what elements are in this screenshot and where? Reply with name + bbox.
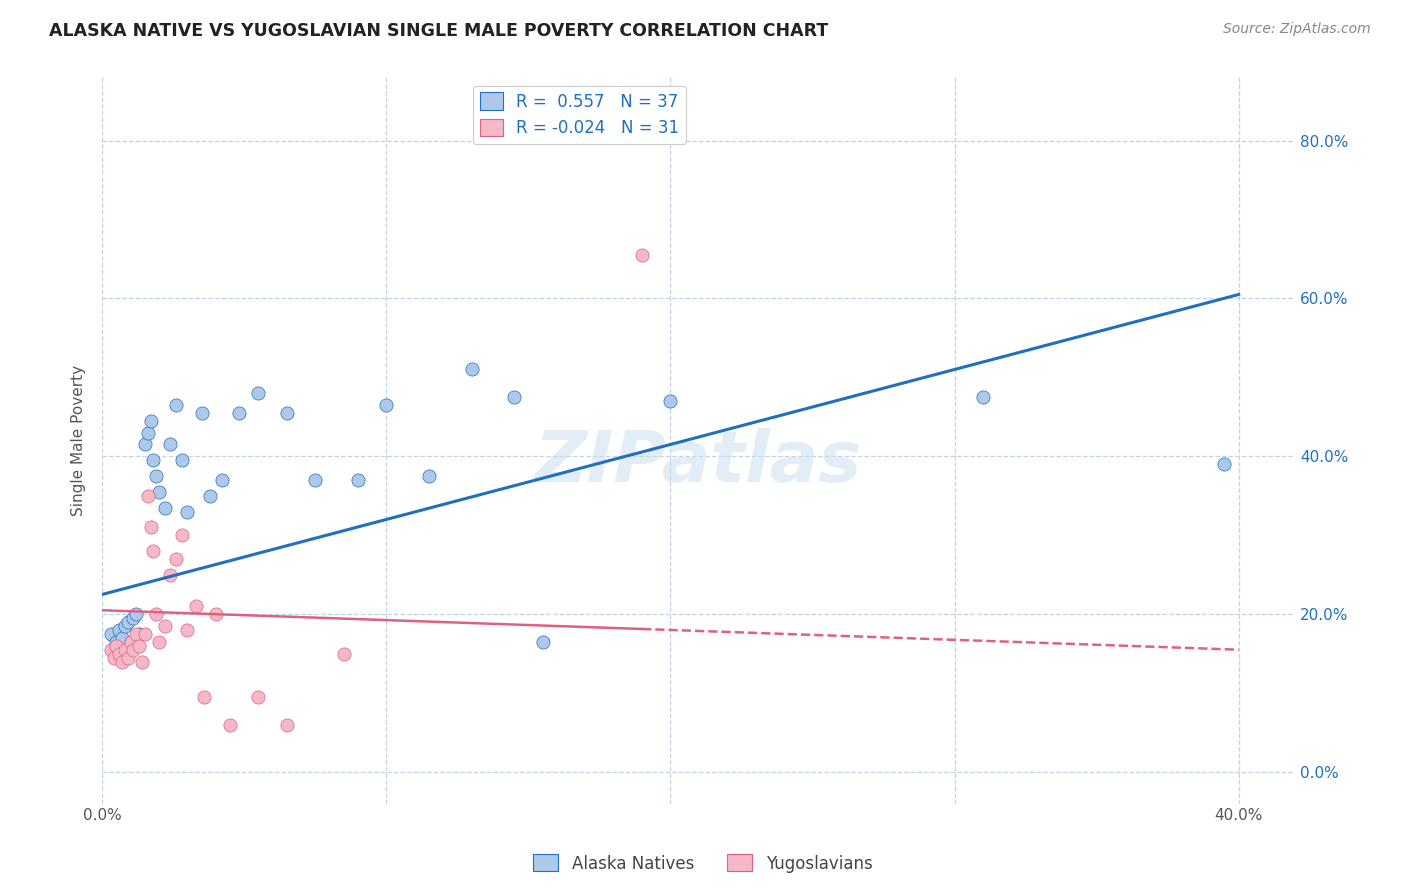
- Point: [972, 390, 994, 404]
- Point: [205, 607, 228, 622]
- Point: [128, 627, 150, 641]
- Point: [105, 639, 128, 653]
- Point: [114, 619, 136, 633]
- Point: [108, 623, 131, 637]
- Point: [347, 473, 370, 487]
- Point: [332, 647, 354, 661]
- Point: [128, 639, 150, 653]
- Point: [111, 655, 134, 669]
- Point: [276, 717, 298, 731]
- Y-axis label: Single Male Poverty: Single Male Poverty: [72, 365, 86, 516]
- Point: [375, 398, 398, 412]
- Point: [117, 615, 139, 629]
- Legend: R =  0.557   N = 37, R = -0.024   N = 31: R = 0.557 N = 37, R = -0.024 N = 31: [472, 86, 686, 144]
- Point: [108, 647, 131, 661]
- Point: [148, 635, 170, 649]
- Text: ALASKA NATIVE VS YUGOSLAVIAN SINGLE MALE POVERTY CORRELATION CHART: ALASKA NATIVE VS YUGOSLAVIAN SINGLE MALE…: [49, 22, 828, 40]
- Point: [117, 650, 139, 665]
- Point: [531, 635, 554, 649]
- Point: [111, 631, 134, 645]
- Point: [165, 552, 187, 566]
- Text: ZIPatlas: ZIPatlas: [536, 428, 862, 497]
- Point: [125, 607, 148, 622]
- Point: [142, 544, 165, 558]
- Point: [122, 642, 145, 657]
- Point: [247, 690, 270, 704]
- Point: [276, 406, 298, 420]
- Text: Source: ZipAtlas.com: Source: ZipAtlas.com: [1223, 22, 1371, 37]
- Point: [159, 567, 181, 582]
- Point: [153, 619, 176, 633]
- Point: [134, 627, 156, 641]
- Point: [170, 453, 193, 467]
- Point: [134, 437, 156, 451]
- Point: [659, 394, 682, 409]
- Point: [100, 642, 122, 657]
- Point: [418, 469, 440, 483]
- Point: [100, 627, 122, 641]
- Point: [136, 489, 159, 503]
- Point: [1213, 457, 1236, 471]
- Legend: Alaska Natives, Yugoslavians: Alaska Natives, Yugoslavians: [527, 847, 879, 880]
- Point: [190, 406, 212, 420]
- Point: [170, 528, 193, 542]
- Point: [211, 473, 233, 487]
- Point: [103, 650, 125, 665]
- Point: [142, 453, 165, 467]
- Point: [193, 690, 215, 704]
- Point: [153, 500, 176, 515]
- Point: [247, 386, 270, 401]
- Point: [122, 611, 145, 625]
- Point: [460, 362, 482, 376]
- Point: [105, 635, 128, 649]
- Point: [139, 414, 162, 428]
- Point: [120, 635, 142, 649]
- Point: [148, 484, 170, 499]
- Point: [120, 635, 142, 649]
- Point: [304, 473, 326, 487]
- Point: [631, 248, 654, 262]
- Point: [145, 469, 167, 483]
- Point: [139, 520, 162, 534]
- Point: [219, 717, 242, 731]
- Point: [145, 607, 167, 622]
- Point: [131, 655, 153, 669]
- Point: [503, 390, 526, 404]
- Point: [159, 437, 181, 451]
- Point: [176, 623, 198, 637]
- Point: [136, 425, 159, 440]
- Point: [125, 627, 148, 641]
- Point: [198, 489, 221, 503]
- Point: [114, 642, 136, 657]
- Point: [184, 599, 207, 614]
- Point: [176, 505, 198, 519]
- Point: [165, 398, 187, 412]
- Point: [228, 406, 250, 420]
